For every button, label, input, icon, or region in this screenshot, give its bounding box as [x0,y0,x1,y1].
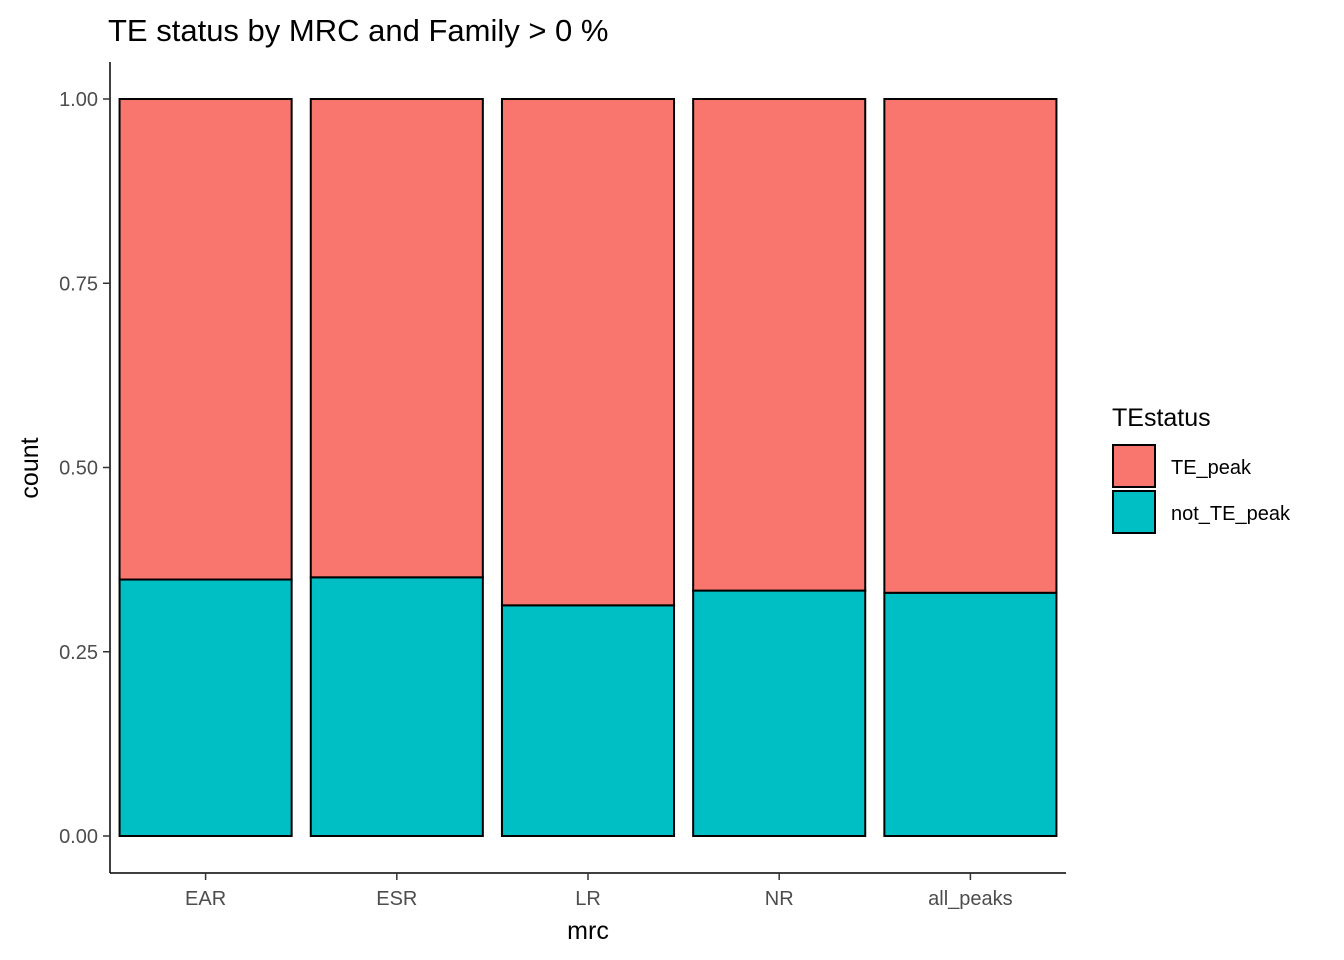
y-tick-label: 0.00 [59,826,98,848]
bar-segment-not_TE_peak-ESR [309,576,484,837]
axes-layer: 0.00 0.25 0.50 0.75 1.00 EAR ESR LR NR all_peaks [59,62,1066,910]
bar-segment-TE_peak-NR [692,98,867,592]
legend-title: TEstatus [1112,404,1211,432]
y-tick-label: 0.25 [59,642,98,664]
x-tick-label: all_peaks [928,888,1013,910]
legend: TEstatus TE_peak not_TE_peak [1112,404,1291,534]
bar-segment-not_TE_peak-LR [500,604,676,837]
y-axis-title: count [16,437,44,498]
legend-swatch-TE_peak [1112,444,1156,488]
x-tick-label: NR [765,888,794,910]
bar-segment-not_TE_peak-EAR [118,578,293,837]
chart-title: TE status by MRC and Family > 0 % [108,13,608,48]
bar-segment-TE_peak-LR [500,98,676,607]
x-axis-title: mrc [567,917,609,945]
legend-swatch-not_TE_peak [1112,490,1156,534]
y-tick-label: 0.75 [59,273,98,295]
bar-segment-not_TE_peak-all_peaks [883,591,1058,837]
bars-layer [118,98,1058,837]
x-tick-label: EAR [185,888,226,910]
x-tick-label: LR [575,888,601,910]
bar-segment-TE_peak-EAR [118,98,293,581]
y-tick-label: 1.00 [59,89,98,111]
bar-segment-TE_peak-ESR [309,98,484,579]
x-tick-label: ESR [376,888,417,910]
bar-segment-TE_peak-all_peaks [883,98,1058,594]
legend-label-not_TE_peak: not_TE_peak [1171,503,1291,525]
legend-items: TE_peak not_TE_peak [1112,444,1291,534]
legend-label-TE_peak: TE_peak [1171,457,1252,479]
bar-segment-not_TE_peak-NR [692,589,867,837]
y-tick-label: 0.50 [59,458,98,480]
